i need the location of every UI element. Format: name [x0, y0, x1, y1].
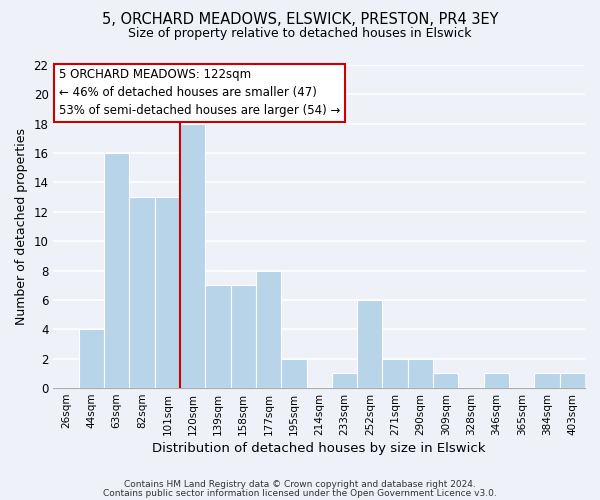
Text: Size of property relative to detached houses in Elswick: Size of property relative to detached ho…	[128, 28, 472, 40]
Bar	[560, 374, 585, 388]
Bar	[155, 197, 180, 388]
Text: 5 ORCHARD MEADOWS: 122sqm
← 46% of detached houses are smaller (47)
53% of semi-: 5 ORCHARD MEADOWS: 122sqm ← 46% of detac…	[59, 68, 340, 117]
Bar	[484, 374, 509, 388]
Bar	[256, 270, 281, 388]
Bar	[205, 286, 230, 388]
Bar	[535, 374, 560, 388]
Bar	[433, 374, 458, 388]
Text: Contains HM Land Registry data © Crown copyright and database right 2024.: Contains HM Land Registry data © Crown c…	[124, 480, 476, 489]
Text: Contains public sector information licensed under the Open Government Licence v3: Contains public sector information licen…	[103, 489, 497, 498]
Bar	[180, 124, 205, 388]
Bar	[332, 374, 357, 388]
Bar	[104, 153, 130, 388]
Bar	[130, 197, 155, 388]
X-axis label: Distribution of detached houses by size in Elswick: Distribution of detached houses by size …	[152, 442, 486, 455]
Y-axis label: Number of detached properties: Number of detached properties	[15, 128, 28, 325]
Bar	[281, 358, 307, 388]
Bar	[357, 300, 382, 388]
Bar	[230, 286, 256, 388]
Bar	[79, 330, 104, 388]
Bar	[408, 358, 433, 388]
Text: 5, ORCHARD MEADOWS, ELSWICK, PRESTON, PR4 3EY: 5, ORCHARD MEADOWS, ELSWICK, PRESTON, PR…	[102, 12, 498, 28]
Bar	[382, 358, 408, 388]
